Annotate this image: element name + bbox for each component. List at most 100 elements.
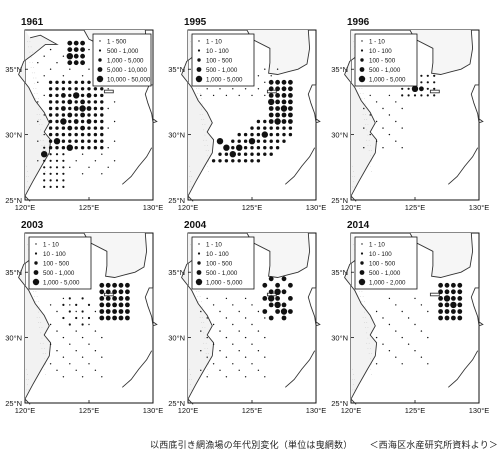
effort-bubble — [62, 133, 65, 136]
land-stipple-dot — [188, 186, 190, 188]
effort-bubble — [62, 376, 65, 378]
effort-bubble — [382, 147, 384, 149]
land-stipple-dot — [191, 176, 193, 177]
effort-bubble — [275, 86, 280, 92]
land-stipple-dot — [371, 150, 372, 151]
effort-bubble — [438, 289, 443, 295]
effort-bubble — [401, 147, 403, 149]
land-stipple-dot — [198, 88, 200, 89]
effort-bubble — [395, 101, 397, 103]
land-stipple-dot — [188, 368, 190, 370]
effort-bubble — [206, 376, 208, 378]
effort-bubble — [288, 126, 293, 130]
effort-bubble — [244, 297, 247, 300]
land-stipple-dot — [42, 150, 44, 151]
effort-bubble — [55, 93, 59, 98]
land-stipple-dot — [37, 119, 39, 120]
effort-bubble — [275, 132, 280, 137]
land-stipple-dot — [27, 374, 28, 375]
effort-bubble — [105, 302, 111, 308]
legend-label: 10 - 100 — [369, 251, 392, 258]
land-stipple-dot — [203, 139, 205, 141]
land-stipple-dot — [191, 379, 193, 380]
land-stipple-dot — [37, 108, 39, 110]
effort-bubble — [238, 310, 240, 313]
effort-bubble — [68, 323, 71, 326]
effort-bubble — [75, 81, 77, 84]
effort-bubble — [288, 112, 293, 118]
land-stipple-dot — [367, 145, 369, 146]
x-tick-label: 130°E — [306, 406, 327, 415]
land-stipple-dot — [365, 103, 366, 105]
effort-bubble — [268, 276, 274, 282]
effort-bubble — [88, 147, 90, 149]
land-stipple-dot — [39, 306, 40, 308]
legend-symbol — [359, 270, 365, 275]
effort-bubble — [263, 119, 267, 124]
legend-label: 5,000 - 10,000 — [107, 67, 147, 74]
effort-bubble — [113, 160, 116, 162]
effort-bubble — [125, 309, 130, 314]
effort-bubble — [62, 172, 65, 175]
land-stipple-dot — [33, 291, 34, 292]
effort-bubble — [49, 343, 52, 345]
effort-bubble — [55, 166, 59, 169]
effort-bubble — [274, 118, 281, 125]
land-stipple-dot — [354, 379, 356, 380]
effort-bubble — [73, 47, 79, 52]
land-stipple-dot — [42, 353, 44, 354]
effort-bubble — [232, 363, 234, 365]
legend-symbol — [360, 252, 364, 255]
kyushu-coastline — [470, 287, 484, 327]
y-tick-label: 25°N — [5, 399, 22, 408]
effort-bubble — [244, 376, 247, 378]
effort-bubble — [80, 146, 85, 150]
effort-bubble — [88, 343, 90, 345]
effort-bubble — [219, 310, 221, 313]
effort-bubble — [125, 315, 130, 321]
effort-bubble — [200, 350, 202, 352]
land-stipple-dot — [363, 98, 365, 100]
land-stipple-dot — [359, 291, 360, 292]
land-stipple-dot — [367, 134, 369, 136]
effort-bubble — [56, 330, 58, 332]
effort-bubble — [94, 310, 97, 313]
land-stipple-dot — [354, 176, 356, 177]
effort-bubble — [94, 140, 97, 142]
land-stipple-dot — [25, 368, 27, 370]
effort-bubble — [375, 140, 378, 142]
legend-symbol — [195, 75, 203, 83]
land-stipple-dot — [35, 98, 37, 100]
land-stipple-dot — [354, 389, 356, 391]
effort-bubble — [75, 330, 77, 332]
y-tick-label: 35°N — [331, 65, 348, 74]
effort-bubble — [56, 350, 58, 352]
effort-bubble — [256, 159, 261, 163]
effort-bubble — [101, 153, 103, 155]
land-stipple-dot — [199, 93, 201, 94]
land-stipple-dot — [207, 368, 208, 370]
effort-bubble — [81, 94, 84, 97]
legend-symbol — [197, 252, 201, 255]
taiwan-coast — [24, 398, 31, 405]
land-stipple-dot — [351, 368, 353, 370]
land-stipple-dot — [191, 186, 193, 188]
effort-bubble — [206, 88, 208, 90]
effort-bubble — [87, 132, 91, 137]
effort-bubble — [56, 81, 58, 84]
caption-text: 以西底引き網漁場の年代別変化（単位は曳網数） — [150, 441, 353, 451]
land-stipple-dot — [33, 77, 34, 79]
effort-bubble — [69, 343, 71, 345]
y-tick-label: 30°N — [168, 131, 185, 140]
effort-bubble — [112, 289, 117, 295]
effort-bubble — [251, 304, 253, 306]
y-tick-label: 35°N — [5, 65, 22, 74]
effort-bubble — [74, 126, 78, 130]
effort-bubble — [48, 93, 53, 98]
effort-bubble — [107, 88, 109, 90]
legend-symbol — [99, 40, 101, 42]
effort-bubble — [88, 363, 90, 365]
x-tick-label: 125°E — [405, 203, 426, 212]
effort-bubble — [257, 350, 260, 352]
land-stipple-dot — [190, 374, 191, 375]
